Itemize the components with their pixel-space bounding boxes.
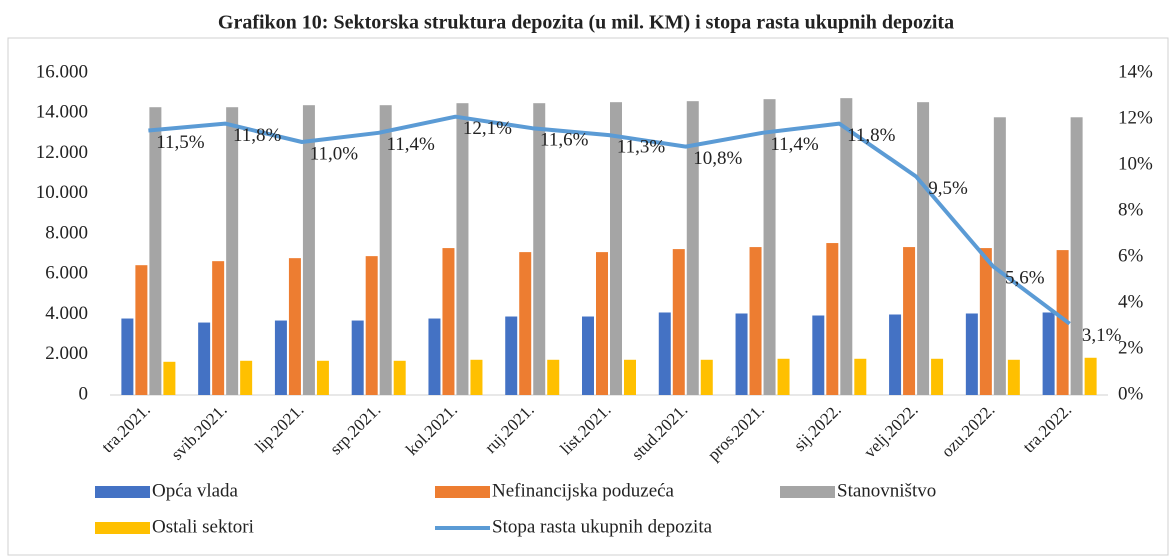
bar [763,99,776,395]
data-label: 11,3% [617,136,666,157]
bar [965,313,978,395]
legend-label: Opća vlada [152,480,239,501]
bar [889,314,902,395]
legend-swatch [435,486,490,498]
bar [442,248,455,395]
legend-swatch [95,522,150,534]
bar [1042,312,1055,395]
data-label: 11,0% [310,143,359,164]
y-tick-label: 10.000 [36,182,88,203]
bar [931,358,944,395]
bar [624,359,636,395]
bar [519,252,532,395]
bar [1056,250,1069,395]
y-tick-label: 12.000 [36,142,88,163]
y2-tick-label: 6% [1118,245,1144,266]
bar [135,265,148,395]
y2-tick-label: 8% [1118,199,1144,220]
bar [826,243,839,395]
line-series [148,114,1071,326]
data-label: 9,5% [928,178,968,199]
data-label: 11,8% [233,125,282,146]
bar [686,101,699,396]
bar [854,358,867,395]
bar [274,320,287,395]
bar [365,256,378,395]
bar [163,361,176,395]
y-tick-label: 8.000 [45,222,88,243]
legend-swatch [780,486,835,498]
chart-title: Grafikon 10: Sektorska struktura depozit… [218,12,954,34]
data-label: 10,8% [693,148,742,169]
data-label: 12,1% [463,118,512,139]
legend-label: Nefinancijska poduzeća [492,480,675,501]
bar [749,247,762,395]
bar [1084,357,1097,395]
bar [505,316,518,395]
data-label: 11,6% [540,130,589,151]
y-tick-label: 2.000 [45,343,88,364]
bar [149,107,162,396]
data-label: 11,8% [847,125,896,146]
bar [672,249,685,395]
bar [812,315,825,395]
y-tick-label: 16.000 [36,61,88,82]
legend-label: Stanovništvo [837,480,936,501]
y2-tick-label: 12% [1118,107,1153,128]
bar [226,107,239,396]
data-label: 3,1% [1082,325,1122,346]
legend-label: Ostali sektori [152,516,254,537]
bar [379,105,392,395]
bar [700,359,713,395]
bar [288,258,301,395]
bar [121,318,134,395]
y2-tick-label: 14% [1118,61,1153,82]
bar [212,261,225,395]
y-tick-label: 6.000 [45,263,88,284]
bar [1007,359,1020,395]
bar [316,360,329,395]
legend-label: Stopa rasta ukupnih depozita [492,516,713,537]
bar [610,102,622,396]
data-label: 11,4% [770,134,819,155]
y2-tick-label: 0% [1118,383,1144,404]
bar [840,98,853,395]
bar [198,322,211,395]
data-label: 11,4% [387,134,436,155]
y2-tick-label: 10% [1118,153,1153,174]
bar [240,360,253,395]
bar [582,316,594,395]
bar [393,360,406,395]
bar [533,103,546,395]
data-label: 11,5% [156,132,205,153]
bar [979,248,992,395]
bar [470,359,483,395]
bar [428,318,441,395]
bar [596,252,608,395]
legend-swatch [95,486,150,498]
bar [903,247,916,395]
bar [547,359,560,395]
bar [735,313,748,395]
y-tick-label: 4.000 [45,303,88,324]
bar [351,320,364,395]
data-label: 5,6% [1005,268,1045,289]
y-tick-label: 0 [79,383,89,404]
y-tick-label: 14.000 [36,102,88,123]
bar [993,117,1006,396]
bar [1070,117,1083,396]
bar [456,103,469,395]
bar [917,102,930,396]
bar [658,312,671,395]
y2-tick-label: 4% [1118,291,1144,312]
bar [302,105,315,395]
y2-tick-label: 2% [1118,337,1144,358]
bar [777,358,790,395]
